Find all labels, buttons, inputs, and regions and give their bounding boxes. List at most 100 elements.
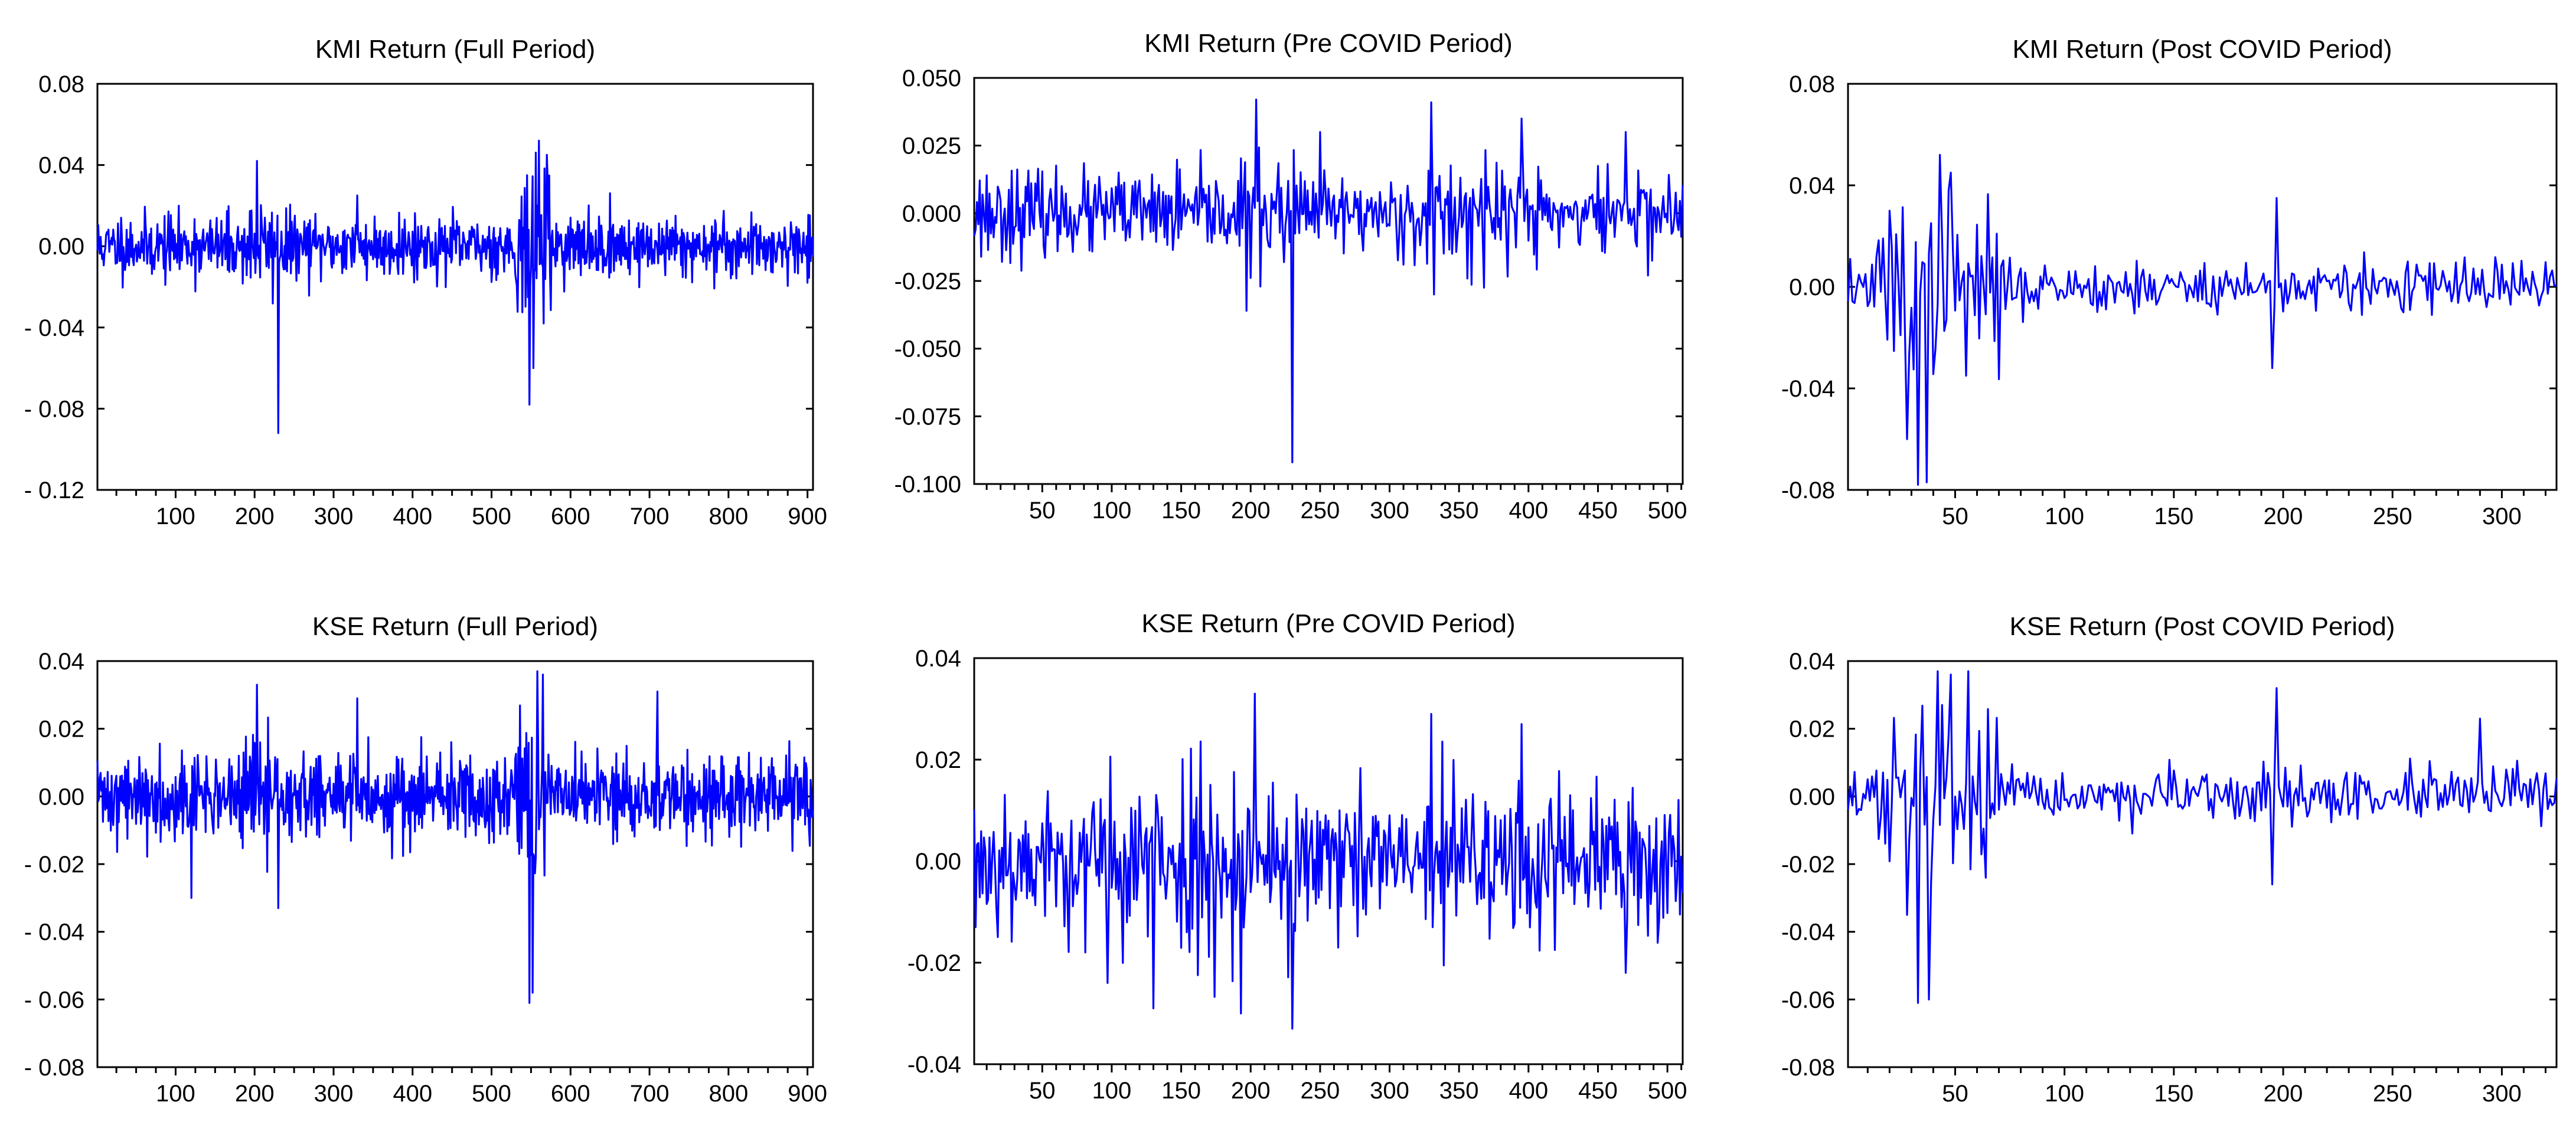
kse-pre-covid-x-tick-label: 300 — [1370, 1078, 1409, 1104]
kmi-full-x-tick-label: 200 — [235, 503, 275, 529]
kmi-full-x-tick-label: 100 — [156, 503, 195, 529]
kmi-pre-covid-y-tick-label: -0.025 — [894, 269, 961, 295]
kse-post-covid-x-tick-label: 150 — [2154, 1081, 2193, 1107]
kse-pre-covid-y-tick-label: -0.04 — [907, 1052, 961, 1078]
kse-full-y-tick-label: - 0.02 — [24, 852, 84, 878]
kse-full-x-tick-label: 600 — [551, 1081, 590, 1107]
kse-full-y-tick-label: 0.02 — [38, 717, 84, 743]
kmi-full-y-tick-label: - 0.08 — [24, 396, 84, 422]
kse-full-x-tick-label: 800 — [709, 1081, 748, 1107]
kmi-pre-covid-y-tick-label: -0.075 — [894, 404, 961, 430]
kmi-pre-covid-series-line-0 — [973, 99, 1684, 463]
kse-full-x-tick-label: 700 — [630, 1081, 670, 1107]
kmi-post-covid-y-tick-label: -0.04 — [1781, 376, 1835, 402]
kse-pre-covid-y-tick-label: -0.02 — [907, 950, 961, 976]
kse-full-x-tick-label: 900 — [788, 1081, 827, 1107]
kse-full-x-tick-label: 200 — [235, 1081, 275, 1107]
kmi-pre-covid-x-tick-label: 50 — [1029, 498, 1056, 524]
kmi-pre-covid-y-tick-label: 0.025 — [902, 133, 961, 159]
kmi-full-y-tick-label: 0.04 — [38, 153, 84, 179]
kse-full-y-tick-label: - 0.04 — [24, 920, 84, 946]
kmi-full-x-tick-label: 600 — [551, 503, 590, 529]
kmi-full-plot-frame — [96, 83, 814, 491]
kse-post-covid-y-tick-label: 0.02 — [1789, 717, 1835, 743]
chart-kse-full: KSE Return (Full Period) 0.04 0.02 0.00 - 0.… — [24, 612, 827, 1107]
kmi-full-x-tick-label: 300 — [314, 503, 354, 529]
kse-full-title: KSE Return (Full Period) — [312, 612, 598, 641]
kse-full-x-tick-label: 300 — [314, 1081, 354, 1107]
kse-pre-covid-x-tick-label: 350 — [1439, 1078, 1479, 1104]
kse-pre-covid-y-tick-label: 0.04 — [915, 646, 961, 672]
kmi-full-x-tick-label: 700 — [630, 503, 670, 529]
kse-pre-covid-title: KSE Return (Pre COVID Period) — [1141, 609, 1515, 638]
kse-pre-covid-x-tick-label: 250 — [1301, 1078, 1340, 1104]
kse-post-covid-x-tick-label: 50 — [1942, 1081, 1968, 1107]
kse-full-y-tick-label: - 0.06 — [24, 987, 84, 1013]
kse-pre-covid-x-tick-label: 200 — [1231, 1078, 1271, 1104]
kse-post-covid-title: KSE Return (Post COVID Period) — [2010, 612, 2395, 641]
kmi-pre-covid-y-tick-label: -0.100 — [894, 472, 961, 498]
kse-pre-covid-y-tick-label: 0.00 — [915, 849, 961, 875]
chart-kse-post-covid: KSE Return (Post COVID Period) 0.04 0.02 0.… — [1781, 612, 2558, 1107]
kmi-post-covid-series-line-0 — [1847, 153, 2557, 486]
kse-post-covid-y-tick-label: -0.08 — [1781, 1055, 1835, 1081]
kse-post-covid-x-tick-label: 200 — [2264, 1081, 2303, 1107]
kmi-pre-covid-x-tick-label: 200 — [1231, 498, 1271, 524]
kse-pre-covid-x-tick-label: 400 — [1509, 1078, 1548, 1104]
kmi-pre-covid-x-tick-label: 300 — [1370, 498, 1409, 524]
kmi-post-covid-x-tick-label: 100 — [2045, 503, 2084, 529]
chart-kmi-full: KMI Return (Full Period) 0.08 0.04 0.00 - 0.… — [24, 35, 827, 529]
kmi-pre-covid-x-tick-label: 250 — [1301, 498, 1340, 524]
kse-post-covid-x-tick-label: 250 — [2373, 1081, 2412, 1107]
kse-pre-covid-x-tick-label: 100 — [1092, 1078, 1132, 1104]
kmi-full-y-tick-label: - 0.12 — [24, 478, 84, 503]
kse-pre-covid-x-tick-label: 150 — [1161, 1078, 1201, 1104]
kse-post-covid-series-line-0 — [1847, 670, 2558, 1004]
kmi-post-covid-x-tick-label: 150 — [2154, 503, 2193, 529]
kmi-pre-covid-x-tick-label: 150 — [1161, 498, 1201, 524]
kse-pre-covid-x-tick-label: 50 — [1029, 1078, 1056, 1104]
kmi-pre-covid-y-tick-label: 0.000 — [902, 201, 961, 227]
kmi-post-covid-x-tick-label: 50 — [1942, 503, 1968, 529]
kse-full-x-tick-label: 500 — [472, 1081, 511, 1107]
kmi-full-y-tick-label: - 0.04 — [24, 315, 84, 341]
kse-full-x-tick-label: 400 — [393, 1081, 432, 1107]
kse-pre-covid-y-tick-label: 0.02 — [915, 747, 961, 773]
kmi-post-covid-y-tick-label: -0.08 — [1781, 478, 1835, 503]
kmi-post-covid-y-tick-label: 0.00 — [1789, 274, 1835, 300]
kmi-pre-covid-x-tick-label: 450 — [1578, 498, 1618, 524]
kmi-post-covid-y-tick-label: 0.04 — [1789, 173, 1835, 199]
kmi-pre-covid-x-tick-label: 500 — [1648, 498, 1687, 524]
kmi-full-title: KMI Return (Full Period) — [315, 35, 595, 64]
kmi-pre-covid-title: KMI Return (Pre COVID Period) — [1144, 29, 1513, 58]
kmi-post-covid-x-tick-label: 250 — [2373, 503, 2412, 529]
kmi-full-x-tick-label: 400 — [393, 503, 432, 529]
chart-kmi-post-covid: KMI Return (Post COVID Period) 0.08 0.04 0.… — [1781, 35, 2558, 529]
kmi-full-series-line-0 — [96, 139, 814, 434]
kse-full-y-tick-label: - 0.08 — [24, 1055, 84, 1081]
kmi-full-x-tick-label: 900 — [788, 503, 827, 529]
kse-full-x-tick-label: 100 — [156, 1081, 195, 1107]
kmi-full-x-tick-label: 800 — [709, 503, 748, 529]
kse-full-y-tick-label: 0.00 — [38, 784, 84, 810]
kmi-full-x-tick-label: 500 — [472, 503, 511, 529]
kse-pre-covid-series-line-0 — [973, 692, 1684, 1030]
kse-post-covid-y-tick-label: 0.04 — [1789, 649, 1835, 675]
kmi-post-covid-x-tick-label: 300 — [2482, 503, 2522, 529]
kse-pre-covid-x-tick-label: 450 — [1578, 1078, 1618, 1104]
kse-full-y-tick-label: 0.04 — [38, 649, 84, 675]
kmi-post-covid-title: KMI Return (Post COVID Period) — [2012, 35, 2392, 64]
kse-pre-covid-x-tick-label: 500 — [1648, 1078, 1687, 1104]
kse-post-covid-x-tick-label: 300 — [2482, 1081, 2522, 1107]
kse-post-covid-y-tick-label: -0.06 — [1781, 987, 1835, 1013]
kmi-pre-covid-x-tick-label: 350 — [1439, 498, 1479, 524]
kse-post-covid-x-tick-label: 100 — [2045, 1081, 2084, 1107]
kse-post-covid-y-tick-label: -0.02 — [1781, 852, 1835, 878]
kse-full-series-line-0 — [96, 670, 814, 1004]
kmi-post-covid-x-tick-label: 200 — [2264, 503, 2303, 529]
kmi-pre-covid-x-tick-label: 400 — [1509, 498, 1548, 524]
kse-post-covid-y-tick-label: -0.04 — [1781, 920, 1835, 946]
kmi-full-y-tick-label: 0.00 — [38, 234, 84, 260]
kmi-full-y-tick-label: 0.08 — [38, 71, 84, 97]
